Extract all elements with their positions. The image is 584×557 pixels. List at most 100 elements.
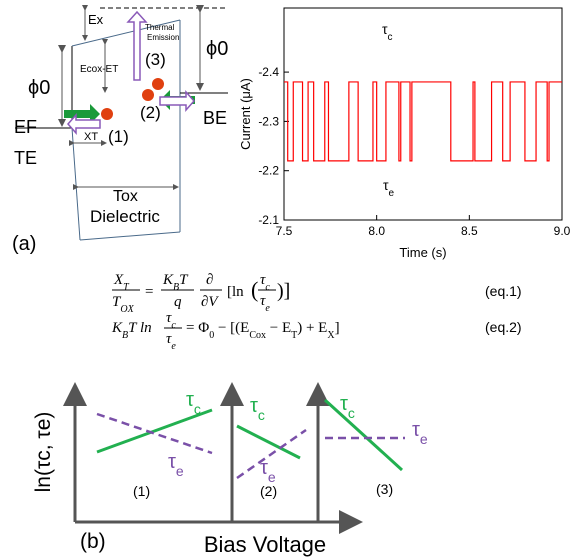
tau-e-label: τe (412, 419, 428, 447)
equation-2: KBT ln τc τe = Φ0 − [(ECox − ET) + EX] (… (111, 310, 522, 352)
eq-sub: B (173, 282, 179, 293)
eq-sub: e (171, 341, 176, 352)
tau-c-label: τc (250, 395, 265, 423)
eq-part: T ln (128, 320, 152, 336)
rtn-trace (284, 81, 562, 162)
label: XT (84, 131, 98, 143)
eq-text: = Φ0 − [(ECox − ET) + EX] (186, 320, 340, 341)
eq-part: − E (266, 320, 291, 336)
eq-part: K (111, 320, 123, 336)
eq-text: KBT (162, 272, 189, 293)
trap (152, 78, 164, 90)
eq-sub: T (291, 330, 297, 341)
tau-sub: e (268, 469, 276, 485)
eq-text: τc (260, 272, 270, 293)
tau-sub: e (420, 431, 428, 447)
emission-arrow (159, 90, 196, 112)
eq-text: q (174, 294, 182, 310)
x-axis-title: Time (s) (399, 245, 446, 260)
label: (2) (140, 103, 161, 122)
tau-base: τ (168, 451, 176, 473)
y-axis-title: ln(τc, τe) (32, 412, 55, 493)
eq-part: T (179, 272, 189, 288)
x-tick-label: 7.5 (276, 224, 293, 238)
dielectric-bottom (79, 231, 181, 241)
annotation: τe (383, 177, 395, 199)
tau-c-line (323, 398, 404, 472)
tau-c-line (236, 424, 301, 460)
tunnel-arrow (64, 104, 100, 124)
eq-part: τ (260, 293, 266, 309)
eq-part: τ (166, 310, 172, 326)
eq-sub: e (265, 303, 270, 314)
eq-text: XT (113, 272, 130, 293)
tau-c-label: τc (186, 389, 201, 417)
tau-c-line (96, 408, 213, 454)
rtn-chart: Time (s) Current (μA) τc τe -2.4-2.3-2.2… (238, 7, 571, 260)
eq-sub: T (123, 282, 130, 293)
tau-base: τ (260, 457, 268, 479)
emission-arrow (66, 113, 101, 135)
eq-text: ( (251, 277, 258, 302)
eq-tag: (eq.1) (485, 283, 522, 299)
tau-sub: c (258, 407, 265, 423)
eq-part: K (162, 272, 174, 288)
eq-text: )] (277, 280, 290, 302)
eq-sub: X (327, 330, 335, 341)
annotation-base: τ (383, 177, 389, 193)
tau-sub: c (348, 405, 355, 421)
plot-frame (283, 7, 563, 221)
tau-e-line (236, 428, 307, 480)
tau-e-label: τe (260, 457, 276, 485)
case-label: (2) (260, 483, 277, 499)
annotation-sub: c (388, 32, 393, 43)
emission-arrow (126, 10, 148, 81)
annotation-base: τ (382, 21, 388, 37)
eq-part: τ (260, 272, 266, 288)
panel-label: (b) (80, 530, 106, 553)
band-labels: Ex Thermal Emission ϕ0 ϕ0 Ecox-ET (3) (2… (12, 12, 228, 255)
eq-text: [ln (227, 284, 244, 300)
tau-base: τ (186, 389, 194, 411)
label: ϕ0 (28, 77, 50, 99)
label: Emission (147, 33, 179, 42)
eq-part: τ (166, 331, 172, 347)
eq-text: ∂V (201, 294, 219, 310)
eq-tag: (eq.2) (485, 319, 522, 335)
band-diagram (15, 5, 228, 241)
tau-c-label: τc (340, 393, 355, 421)
x-axis-title: Bias Voltage (204, 532, 326, 557)
x-tick-label: 8.0 (368, 224, 385, 238)
tau-base: τ (412, 419, 420, 441)
eq-sub: B (122, 330, 128, 341)
x-tick-label: 9.0 (554, 224, 571, 238)
eq-part: = Φ (186, 320, 209, 336)
dielectric-left (71, 127, 81, 241)
eq-sub: c (265, 282, 270, 293)
tau-e-line (96, 412, 213, 455)
trap (142, 89, 154, 101)
label: (1) (108, 127, 129, 146)
label: Tox (113, 188, 138, 205)
label: Dielectric (90, 207, 160, 226)
equation-1: XT TOX = KBT q ∂ ∂V [ln ( τc τe )] (eq.1… (112, 272, 522, 315)
label: Thermal (145, 23, 175, 32)
eq-part: X (113, 272, 124, 288)
y-axis-title: Current (μA) (238, 78, 253, 150)
y-tick-label: -2.1 (258, 213, 279, 227)
tau-base: τ (250, 395, 258, 417)
eq-text: ∂ (206, 272, 213, 288)
eq-text: KBT ln (111, 320, 152, 341)
trap (101, 108, 113, 120)
annotation-sub: e (389, 188, 395, 199)
panel-b: τc τe (1) τc τe (2) τc τe (3) ln(τc, τe)… (32, 382, 428, 557)
eq-sub: c (171, 320, 176, 331)
cb-edge (71, 19, 181, 47)
eq-sub: OX (120, 304, 134, 315)
eq-part: T (112, 294, 122, 310)
eq-sub: Cox (249, 330, 266, 341)
eq-text: τc (166, 310, 176, 331)
y-tick-label: -2.3 (258, 114, 279, 128)
eq-text: TOX (112, 294, 135, 315)
